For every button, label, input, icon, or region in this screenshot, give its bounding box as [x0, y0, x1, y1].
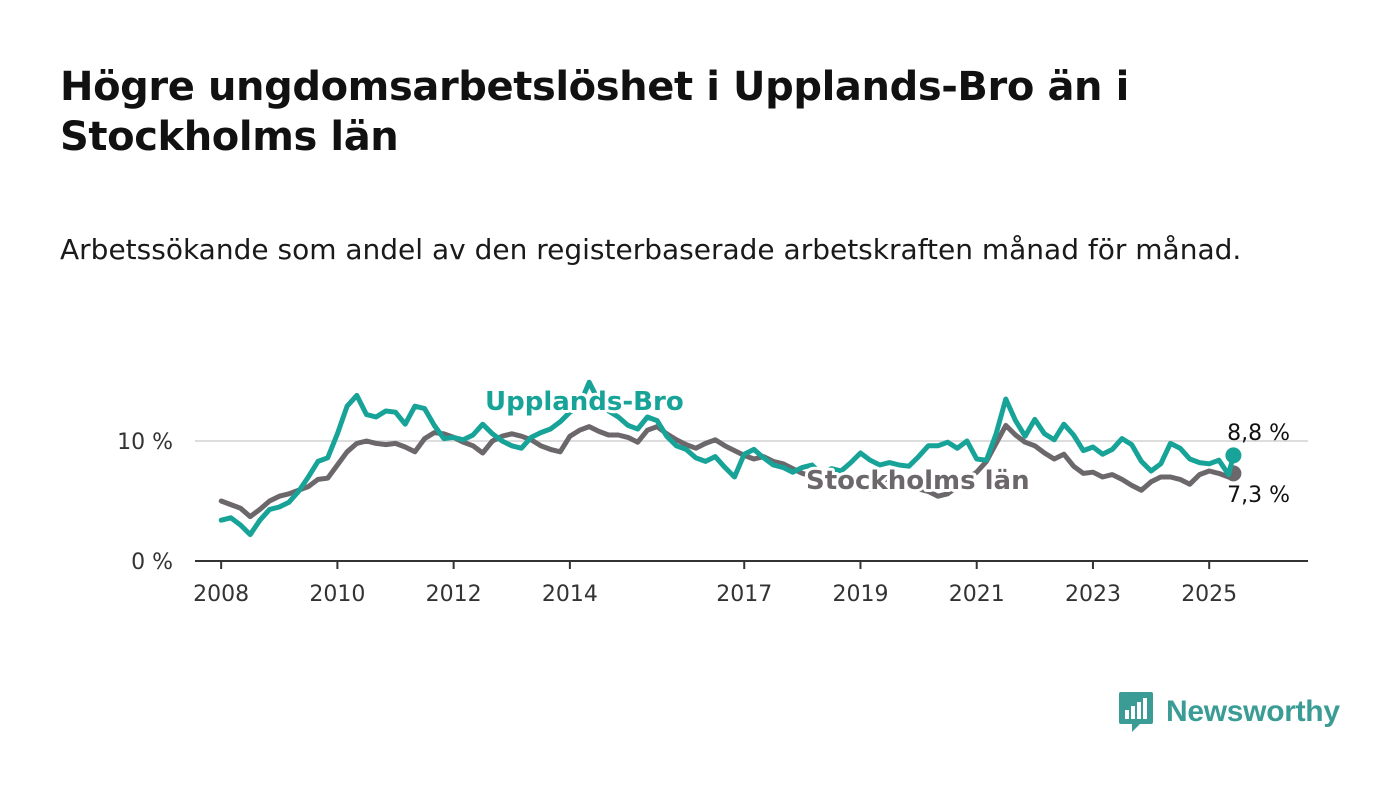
- x-tick-label: 2012: [426, 582, 482, 607]
- series-lines: [218, 379, 1242, 538]
- series-label-stockholms-lan: Stockholms län: [806, 466, 1030, 496]
- chart-subtitle: Arbetssökande som andel av den registerb…: [60, 233, 1242, 266]
- chart-title: Högre ungdomsarbetslöshet i Upplands-Bro…: [60, 64, 1129, 160]
- y-tick-label: 10 %: [117, 430, 173, 455]
- series-end-point: [1225, 447, 1242, 464]
- x-tick-label: 2017: [716, 582, 772, 607]
- x-tick-label: 2019: [832, 582, 888, 607]
- y-tick-label: 0 %: [131, 550, 173, 575]
- end-value-stockholms-lan: 7,3 %: [1227, 483, 1290, 508]
- series-labels: Upplands-Bro Stockholms län 8,8 % 7,3 %: [482, 384, 1290, 508]
- end-value-upplands-bro: 8,8 %: [1227, 421, 1290, 446]
- newsworthy-logo: Newsworthy: [1118, 690, 1340, 734]
- x-tick-label: 2023: [1065, 582, 1121, 607]
- x-tick-label: 2021: [949, 582, 1005, 607]
- x-tick-label: 2008: [193, 582, 249, 607]
- series-line: [218, 422, 1236, 520]
- x-tick-label: 2025: [1181, 582, 1237, 607]
- newsworthy-logo-icon: [1119, 692, 1153, 732]
- brand-name: Newsworthy: [1166, 695, 1340, 728]
- axes: 0 % 10 % 2008 2010 2012 2014 2017 2019 2021 2023 2…: [117, 430, 1308, 607]
- series-line: [218, 379, 1236, 538]
- x-tick-label: 2010: [309, 582, 365, 607]
- x-tick-label: 2014: [542, 582, 598, 607]
- series-label-upplands-bro: Upplands-Bro: [485, 387, 684, 417]
